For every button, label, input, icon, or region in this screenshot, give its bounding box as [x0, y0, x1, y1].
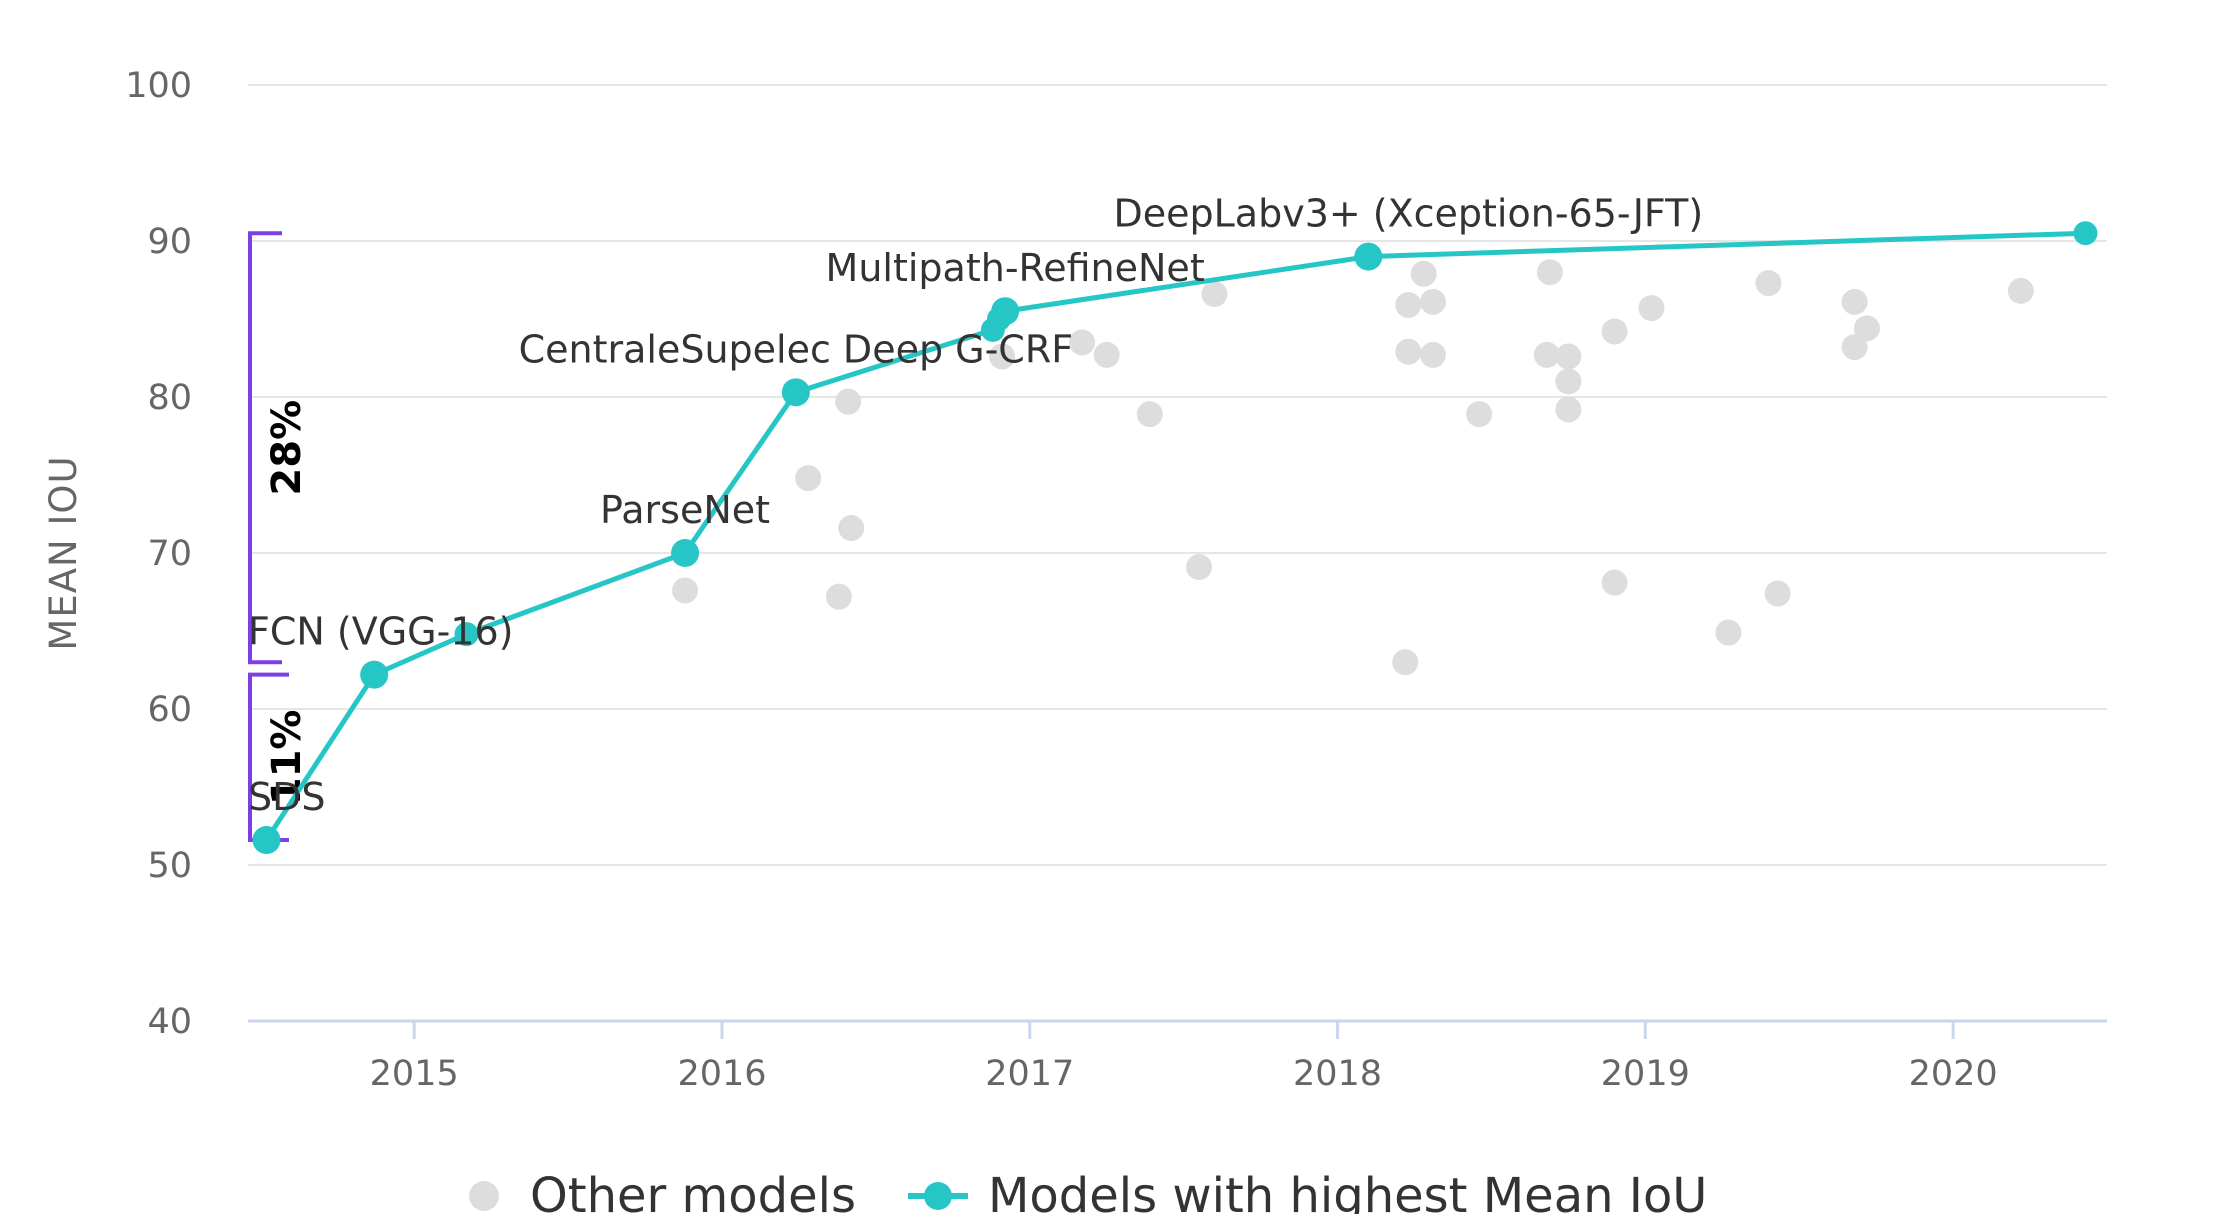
other-model-point — [825, 583, 852, 610]
legend[interactable]: Other models Models with highest Mean IoU — [469, 1168, 1707, 1214]
other-model-point — [795, 465, 822, 492]
legend-best-marker — [924, 1182, 952, 1210]
best-models-series — [252, 221, 2098, 855]
other-model-point — [1069, 329, 1096, 356]
other-model-point — [1533, 341, 1560, 368]
y-tick-label: 100 — [125, 66, 192, 106]
other-model-point — [1601, 318, 1628, 345]
other-model-point — [1555, 343, 1582, 370]
other-model-point — [1841, 334, 1868, 361]
y-tick-label: 80 — [147, 378, 192, 418]
y-tick-label: 50 — [147, 846, 192, 886]
y-tick-label: 90 — [147, 222, 192, 262]
point-label: DeepLabv3+ (Xception-65-JFT) — [1113, 192, 1703, 236]
other-models-series — [672, 259, 2034, 676]
best-models-line — [264, 230, 2086, 842]
other-model-point — [989, 343, 1016, 370]
point-label: SDS — [248, 775, 326, 819]
other-model-point — [672, 577, 699, 604]
y-tick-label: 40 — [147, 1002, 192, 1042]
legend-other-label: Other models — [530, 1168, 856, 1214]
best-model-point — [991, 297, 1020, 326]
y-axis: 40 50 60 70 80 90 100 — [125, 66, 192, 1042]
point-label: CentraleSupelec Deep G-CRF — [519, 327, 1074, 371]
x-tick-label: 2016 — [677, 1054, 766, 1094]
other-model-point — [1395, 291, 1422, 318]
other-model-point — [1638, 295, 1665, 322]
other-model-point — [1395, 338, 1422, 365]
bracket-line — [248, 231, 282, 665]
best-model-point — [454, 622, 479, 647]
other-model-point — [1201, 281, 1228, 308]
point-labels: SDS FCN (VGG-16) ParseNet CentraleSupelec D… — [248, 192, 1703, 819]
other-model-point — [835, 388, 862, 415]
other-model-point — [1853, 315, 1880, 342]
other-model-point — [1419, 288, 1446, 315]
y-tick-label: 70 — [147, 534, 192, 574]
other-model-point — [2007, 277, 2034, 304]
x-tick-label: 2015 — [370, 1054, 459, 1094]
y-tick-label: 60 — [147, 690, 192, 730]
other-model-point — [1392, 649, 1419, 676]
point-label: Multipath-RefineNet — [826, 246, 1205, 290]
best-model-point — [781, 378, 810, 407]
best-model-point — [2073, 221, 2098, 246]
x-tick-label: 2020 — [1909, 1054, 1998, 1094]
x-tick-label: 2018 — [1293, 1054, 1382, 1094]
other-model-point — [1410, 260, 1437, 287]
best-model-point — [1354, 242, 1383, 271]
other-model-point — [1536, 259, 1563, 286]
other-model-point — [1555, 396, 1582, 423]
grid-lines — [248, 84, 2107, 1023]
other-model-point — [1755, 270, 1782, 297]
other-model-point — [1764, 580, 1791, 607]
x-tick-label: 2017 — [985, 1054, 1074, 1094]
x-tick-label: 2019 — [1601, 1054, 1690, 1094]
other-model-point — [1466, 401, 1493, 428]
x-axis: 2015 2016 2017 2018 2019 2020 — [370, 1021, 1998, 1094]
other-model-point — [1093, 341, 1120, 368]
y-axis-title: MEAN IOU — [42, 455, 85, 650]
other-model-point — [1419, 341, 1446, 368]
best-model-point — [360, 660, 389, 689]
bracket-label: 28% — [264, 400, 310, 496]
other-model-point — [1601, 569, 1628, 596]
other-model-point — [1186, 554, 1213, 581]
point-label: ParseNet — [600, 488, 770, 532]
other-model-point — [838, 515, 865, 542]
point-label: FCN (VGG-16) — [248, 610, 514, 654]
other-model-point — [1715, 619, 1742, 646]
best-model-point — [252, 826, 281, 855]
improvement-brackets: 11%28% — [248, 231, 310, 843]
other-model-point — [1136, 401, 1163, 428]
legend-other-marker — [469, 1181, 499, 1211]
other-model-point — [1841, 288, 1868, 315]
best-model-point — [671, 539, 700, 567]
legend-best-label: Models with highest Mean IoU — [988, 1168, 1707, 1214]
other-model-point — [1555, 368, 1582, 395]
